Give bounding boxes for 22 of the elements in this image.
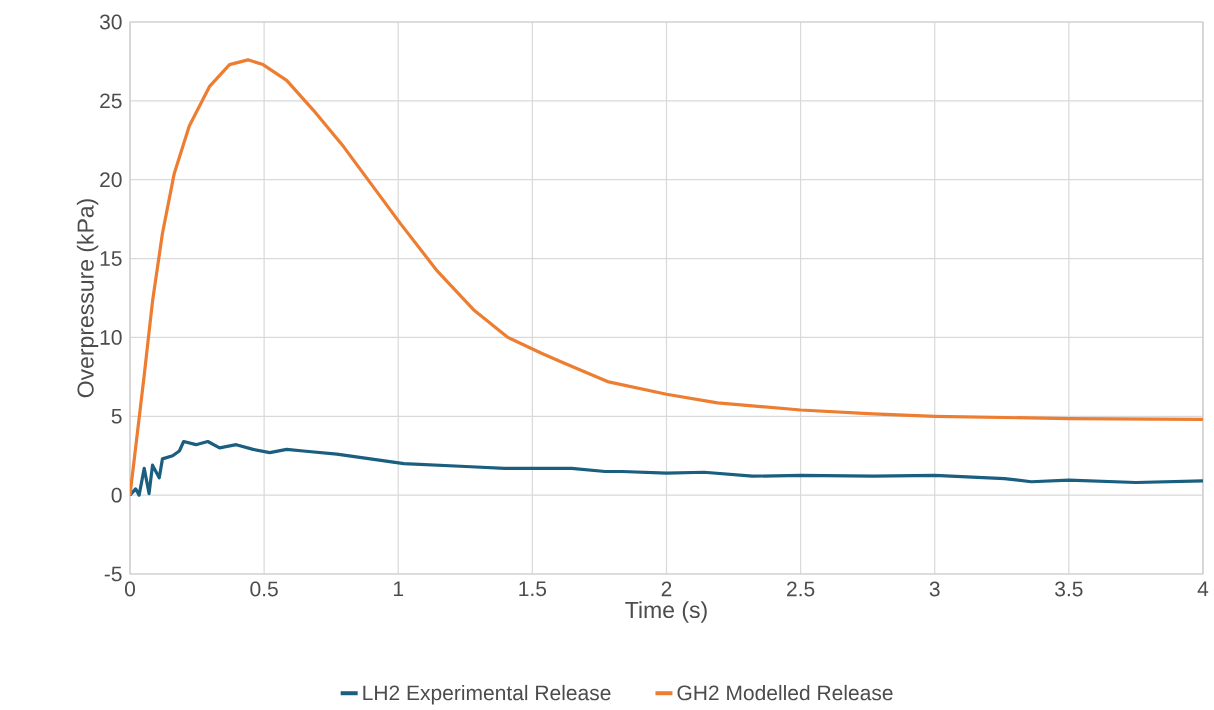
legend-label: GH2 Modelled Release [677,684,893,701]
legend-label: LH2 Experimental Release [363,684,611,705]
line-series [130,58,1203,497]
y-tick-label: 0 [111,487,122,503]
x-tick-label: 1.5 [519,581,547,597]
y-tick-label: -5 [104,566,122,582]
x-tick-label: 2.5 [787,581,815,597]
y-tick-label: 30 [99,14,122,30]
x-tick-label: 2 [661,581,672,597]
x-tick-label: 1 [393,581,404,596]
y-tick-label: 5 [111,408,122,424]
x-tick-label: 4 [1197,581,1209,596]
y-axis-title: Overpressure (kPa) [76,199,99,398]
y-tick-label: 25 [100,93,122,109]
x-tick-label: 0.5 [250,581,278,597]
x-tick-label: 3 [929,581,940,597]
y-tick-label: 20 [100,172,122,188]
y-tick-label: 15 [100,251,122,266]
y-tick-label: 10 [100,330,122,345]
x-tick-label: 0 [124,581,136,597]
x-tick-label: 3.5 [1055,581,1083,597]
x-axis-title: Time (s) [625,601,707,623]
